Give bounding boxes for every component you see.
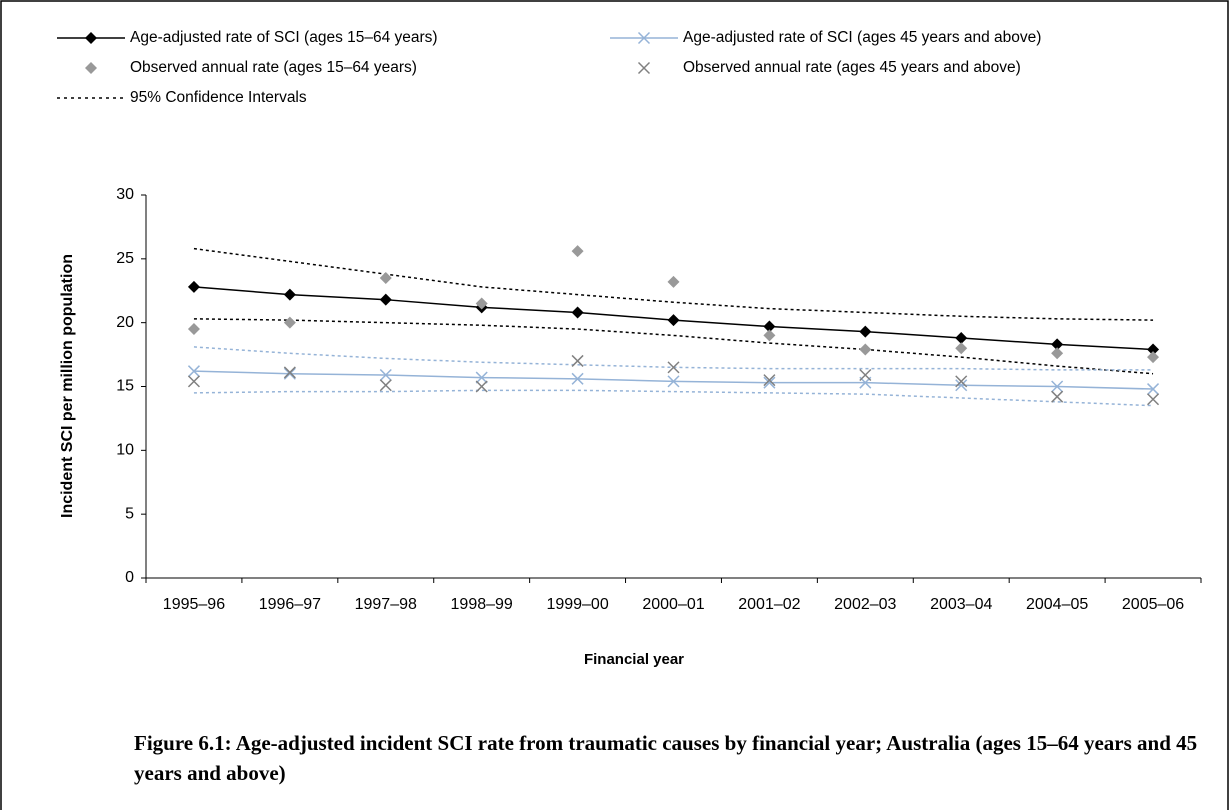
data-point — [955, 342, 968, 355]
data-point — [955, 375, 968, 388]
data-point — [1051, 338, 1064, 351]
y-tick-label: 20 — [116, 314, 134, 331]
legend-marker — [637, 31, 651, 45]
data-point — [187, 375, 200, 388]
data-point — [475, 371, 488, 384]
data-point — [379, 293, 392, 306]
data-point — [571, 245, 584, 258]
data-point — [1147, 351, 1160, 364]
legend-label: Age-adjusted rate of SCI (ages 45 years … — [683, 29, 1041, 46]
data-point — [859, 325, 872, 338]
data-point — [475, 297, 488, 310]
legend-label: Observed annual rate (ages 45 years and … — [683, 59, 1021, 76]
x-tick-label: 2005–06 — [1122, 596, 1184, 613]
x-tick-label: 2003–04 — [930, 596, 992, 613]
y-tick-label: 30 — [116, 186, 134, 203]
data-point — [1051, 380, 1064, 393]
data-point — [667, 314, 680, 327]
data-point — [763, 329, 776, 342]
data-point — [187, 365, 200, 378]
confidence-interval-line — [193, 389, 1154, 407]
data-point — [283, 367, 296, 380]
data-point — [859, 368, 872, 382]
x-tick-label: 1995–96 — [163, 596, 225, 613]
legend-marker — [85, 32, 97, 44]
data-point — [283, 316, 296, 329]
data-point — [571, 354, 584, 367]
x-axis-label: Financial year — [584, 651, 684, 668]
data-point — [859, 343, 872, 356]
data-point — [283, 366, 296, 379]
data-point — [763, 376, 776, 389]
confidence-interval-line — [193, 247, 1154, 321]
legend-label: 95% Confidence Intervals — [130, 89, 307, 106]
data-point — [1147, 383, 1160, 396]
data-point — [955, 331, 968, 344]
data-point — [763, 320, 776, 333]
y-tick-label: 10 — [116, 442, 134, 459]
y-tick-label: 25 — [116, 250, 134, 267]
x-tick-label: 1997–98 — [355, 596, 417, 613]
x-tick-label: 2000–01 — [642, 596, 704, 613]
y-axis-label: Incident SCI per million population — [59, 254, 76, 518]
data-point — [1051, 347, 1064, 360]
data-point — [379, 379, 392, 392]
data-point — [1147, 343, 1160, 356]
data-point — [379, 368, 392, 382]
data-point — [763, 374, 776, 387]
data-point — [283, 288, 296, 301]
x-tick-label: 1999–00 — [546, 596, 608, 613]
confidence-interval-line — [193, 318, 1154, 375]
y-tick-label: 15 — [116, 378, 134, 395]
data-point — [187, 323, 200, 336]
data-point — [571, 372, 584, 385]
x-tick-label: 2001–02 — [738, 596, 800, 613]
x-tick-label: 2004–05 — [1026, 596, 1088, 613]
legend-marker — [637, 61, 651, 75]
data-point — [187, 280, 200, 293]
legend-label: Age-adjusted rate of SCI (ages 15–64 yea… — [130, 29, 438, 46]
data-point — [667, 275, 680, 288]
data-point — [475, 380, 488, 393]
data-point — [667, 361, 680, 374]
data-point — [379, 271, 392, 284]
y-tick-label: 5 — [125, 505, 134, 522]
y-tick-label: 0 — [125, 569, 134, 586]
data-point — [1147, 393, 1160, 406]
series-line — [193, 370, 1154, 390]
legend-label: Observed annual rate (ages 15–64 years) — [130, 59, 417, 76]
data-point — [667, 375, 680, 388]
data-point — [571, 306, 584, 319]
data-point — [955, 379, 968, 392]
legend-marker — [85, 62, 97, 74]
figure-caption: Figure 6.1: Age-adjusted incident SCI ra… — [134, 731, 1198, 785]
x-tick-label: 1998–99 — [451, 596, 513, 613]
x-tick-label: 2002–03 — [834, 596, 896, 613]
data-point — [1051, 390, 1064, 403]
x-tick-label: 1996–97 — [259, 596, 321, 613]
